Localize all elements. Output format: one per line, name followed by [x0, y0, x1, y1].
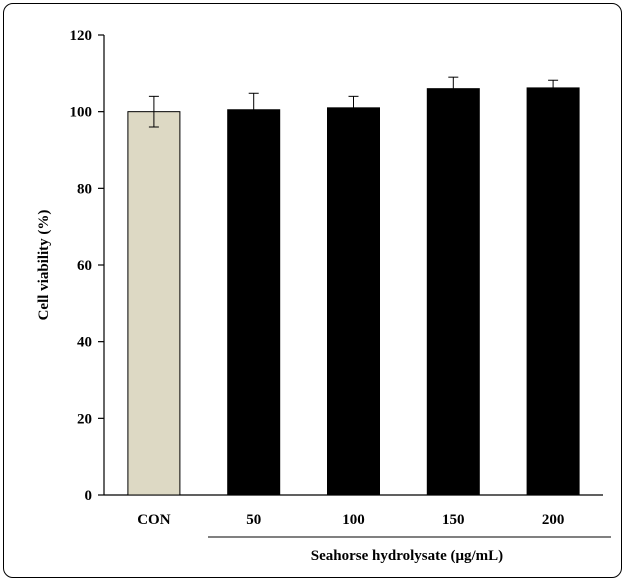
bar-200: [526, 87, 580, 496]
y-tick-label: 80: [77, 181, 92, 197]
x-tick-label: 200: [542, 512, 565, 528]
bars: [127, 87, 580, 496]
error-bars: [148, 76, 559, 128]
y-tick-label: 120: [70, 28, 93, 44]
y-tick-label: 40: [77, 335, 92, 351]
y-tick-label: 0: [85, 488, 93, 504]
y-ticks: 0 20 40 60 80 100 120: [70, 28, 104, 504]
y-tick-label: 100: [70, 105, 93, 121]
x-tick-label: CON: [137, 512, 171, 528]
x-tick-label: 100: [342, 512, 365, 528]
bar-con: [127, 111, 181, 496]
x-tick-labels: CON 50 100 150 200: [137, 512, 564, 528]
y-axis-title: Cell viability (%): [36, 210, 52, 321]
y-tick-label: 60: [77, 258, 92, 274]
y-tick-label: 20: [77, 411, 92, 427]
x-tick-label: 150: [442, 512, 465, 528]
bar-50: [227, 109, 281, 496]
bar-150: [426, 88, 480, 496]
x-tick-label: 50: [246, 512, 261, 528]
x-axis-title: Seahorse hydrolysate (μg/mL): [311, 548, 503, 564]
bar-100: [327, 107, 380, 496]
